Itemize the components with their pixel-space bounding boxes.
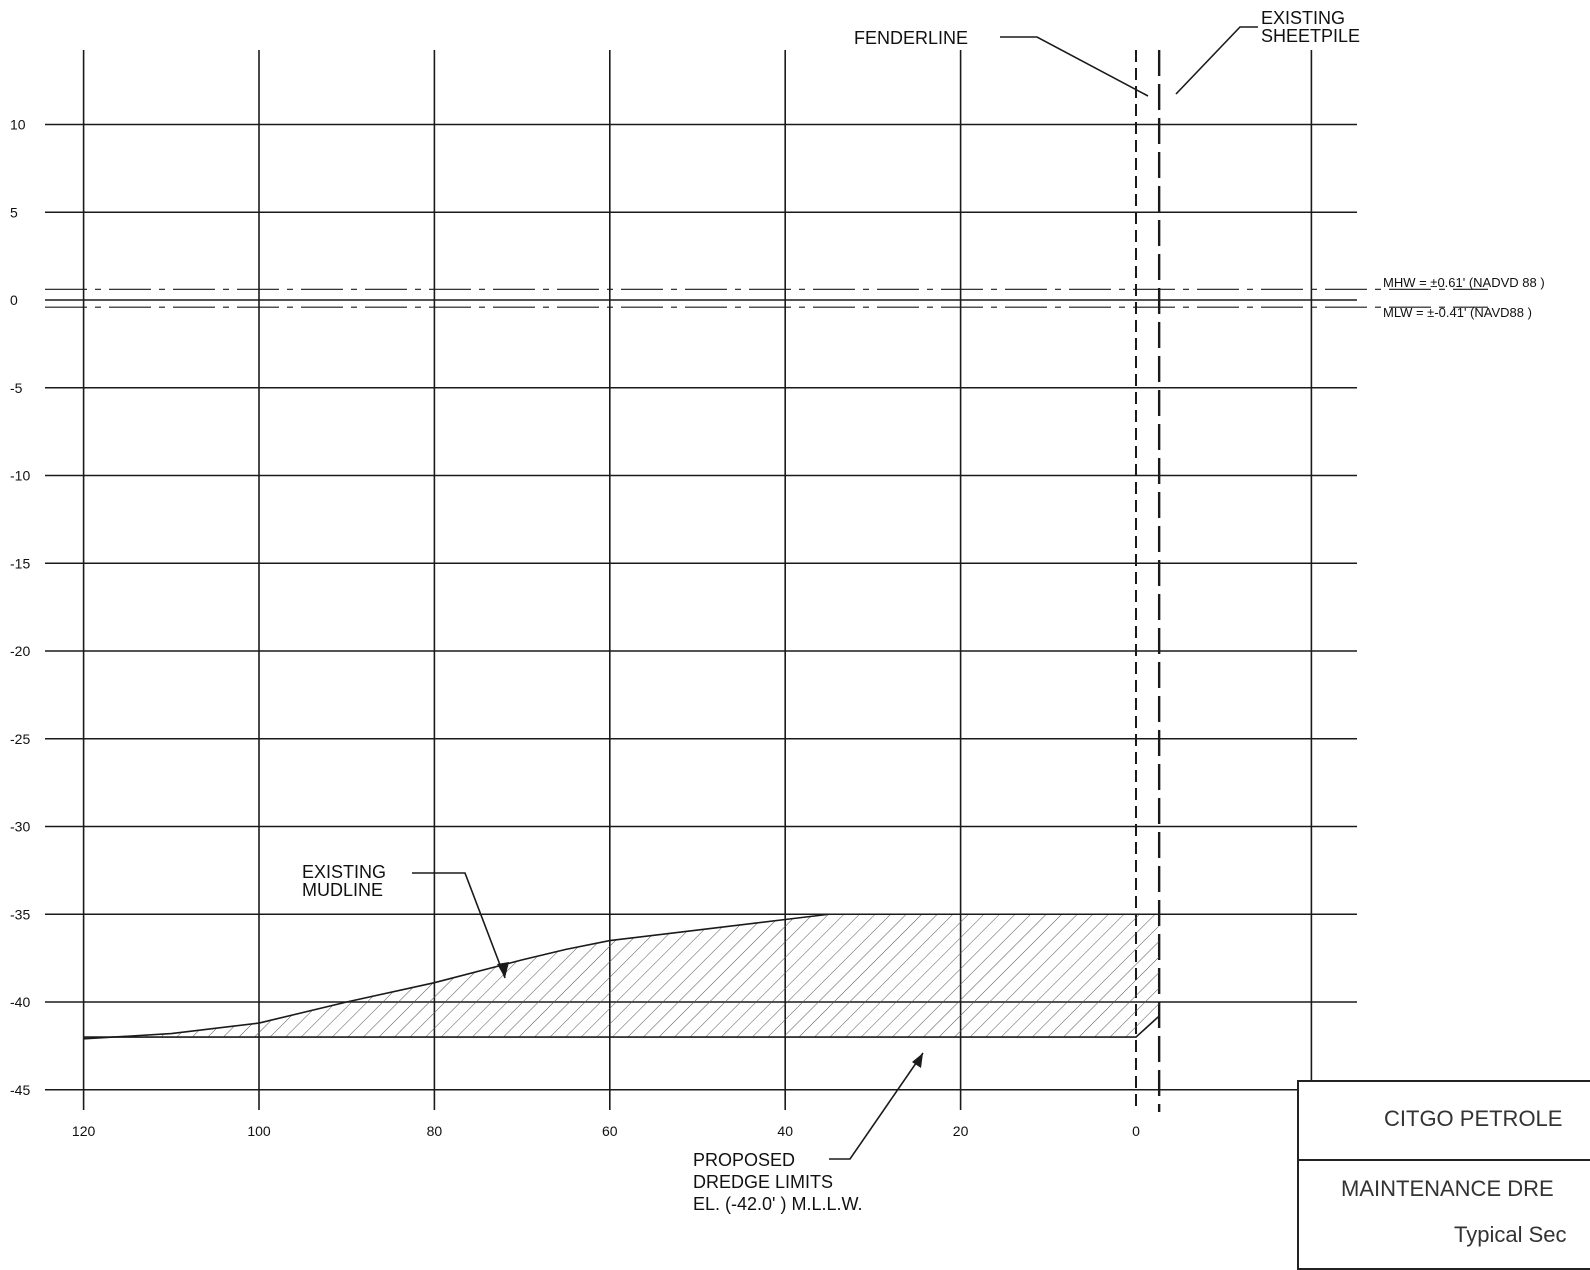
y-tick-label: -45 (10, 1082, 30, 1098)
x-tick-label: 0 (1132, 1123, 1140, 1139)
mudline-arrowhead (497, 962, 509, 978)
x-tick-label: 60 (602, 1123, 618, 1139)
y-tick-label: -25 (10, 731, 30, 747)
y-tick-label: -15 (10, 555, 30, 571)
y-tick-label: 0 (10, 292, 18, 308)
title-block-project: MAINTENANCE DRE (1341, 1176, 1554, 1201)
x-tick-label: 120 (72, 1123, 96, 1139)
title-block-divider (1297, 1159, 1590, 1161)
mudline-label-line1: EXISTING (302, 862, 386, 882)
title-block: CITGO PETROLE MAINTENANCE DRE Typical Se… (1297, 1080, 1590, 1270)
mhw-label: MHW = ±0.61' (NADVD 88 ) (1383, 275, 1545, 290)
y-tick-label: -10 (10, 468, 30, 484)
mudline-leader (412, 872, 506, 979)
y-tick-label: 5 (10, 204, 18, 220)
x-tick-label: 80 (427, 1123, 443, 1139)
axis-tick-labels: 10 5 0 -5 -10 -15 -20 -25 -30 -35 -40 -45 120 100 80 60… (10, 117, 1140, 1140)
mudline-label-line2: MUDLINE (302, 880, 383, 900)
fenderline-leader (1000, 36, 1149, 97)
mlw-label: MLW = ±-0.41' (NAVD88 ) (1383, 305, 1532, 320)
y-tick-label: -40 (10, 994, 30, 1010)
sheetpile-leader (1175, 26, 1258, 95)
fenderline-label: FENDERLINE (854, 28, 968, 48)
y-tick-label: -30 (10, 819, 30, 835)
dredge-leader (829, 1052, 924, 1160)
y-tick-label: 10 (10, 117, 26, 133)
x-tick-label: 40 (777, 1123, 793, 1139)
sheetpile-label-line1: EXISTING (1261, 8, 1345, 28)
tide-lines (45, 288, 1488, 308)
title-block-client: CITGO PETROLE (1384, 1106, 1563, 1131)
x-tick-label: 20 (953, 1123, 969, 1139)
y-tick-label: -35 (10, 906, 30, 922)
x-tick-label: 100 (247, 1123, 271, 1139)
y-tick-label: -20 (10, 643, 30, 659)
dredge-section (83, 50, 1163, 1112)
dredge-limit-line (83, 1015, 1160, 1038)
dredge-label-line3: EL. (-42.0' ) M.L.L.W. (693, 1194, 863, 1214)
dredge-arrowhead (912, 1053, 923, 1068)
title-block-sheet: Typical Sec (1454, 1222, 1567, 1247)
dredge-label-line1: PROPOSED (693, 1150, 795, 1170)
dredge-label-line2: DREDGE LIMITS (693, 1172, 833, 1192)
y-tick-label: -5 (10, 380, 23, 396)
dredge-hatch-area (83, 914, 1163, 1039)
sheetpile-label-line2: SHEETPILE (1261, 26, 1360, 46)
existing-mudline (83, 913, 1163, 1040)
